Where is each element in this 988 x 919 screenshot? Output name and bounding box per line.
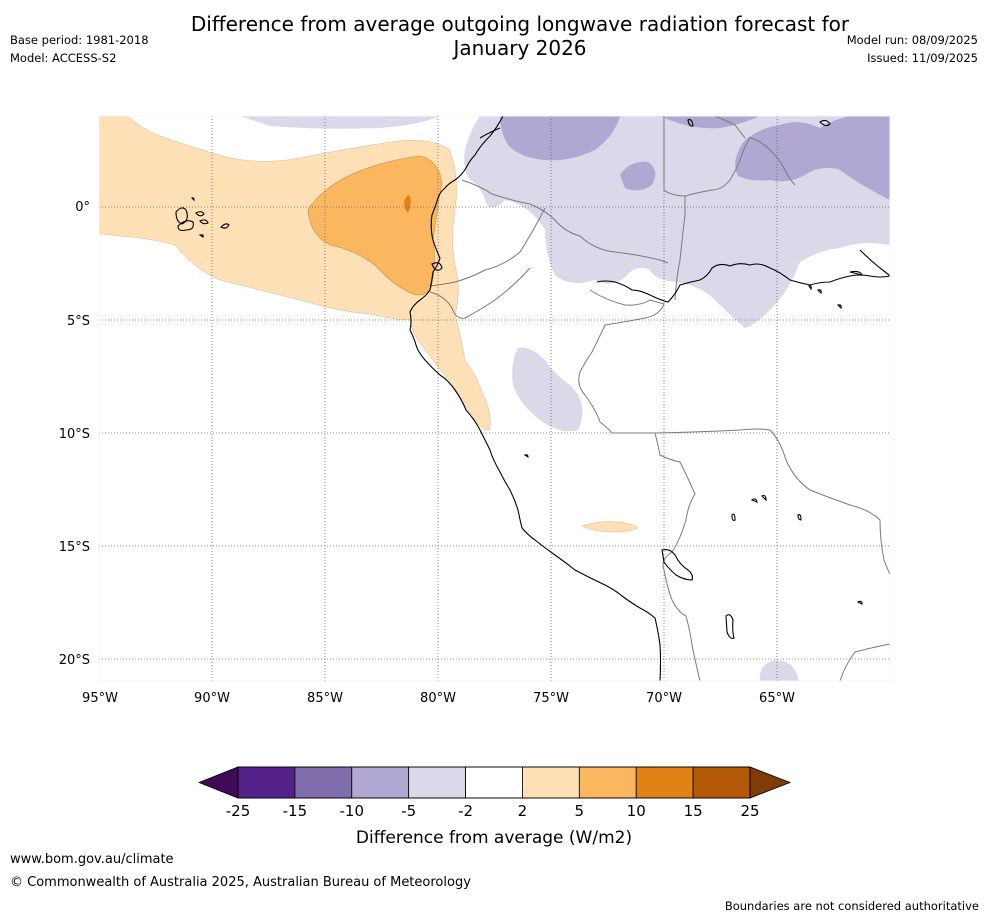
lon-label: 75°W (533, 691, 569, 706)
lat-label: 20°S (59, 653, 90, 668)
colorbar-tick-label: 5 (575, 802, 585, 820)
colorbar-title: Difference from average (W/m2) (356, 828, 632, 848)
map-area (99, 116, 890, 681)
positive-anomaly-medium (307, 155, 443, 296)
title-line-2: January 2026 (453, 36, 587, 60)
base-period: Base period: 1981-2018 (10, 33, 149, 47)
colorbar-swatch (408, 766, 466, 799)
meta-right: Model run: 08/09/2025 Issued: 11/09/2025 (847, 31, 978, 67)
coastlines (409, 116, 890, 681)
colorbar-tick-label: 25 (740, 802, 759, 820)
colorbar-swatch (522, 766, 580, 799)
colorbar-swatch (465, 766, 523, 799)
lon-label: 90°W (194, 691, 230, 706)
lon-label: 65°W (759, 691, 795, 706)
lon-label: 95°W (82, 691, 118, 706)
copyright-notice: © Commonwealth of Australia 2025, Austra… (10, 875, 471, 890)
islands-and-lakes (175, 119, 863, 639)
latitude-labels: 0° 5°S 10°S 15°S 20°S (59, 200, 90, 668)
colorbar-legend: -25 -15 -10 -5 -2 2 5 10 15 25 Difference from av… (197, 766, 792, 848)
issued-date: Issued: 11/09/2025 (867, 51, 978, 65)
lat-label: 0° (75, 200, 90, 215)
model-name: Model: ACCESS-S2 (10, 51, 117, 65)
model-run: Model run: 08/09/2025 (846, 33, 978, 47)
colorbar-swatch (351, 766, 410, 799)
colorbar-swatch (578, 766, 637, 799)
title-line-1: Difference from average outgoing longwav… (190, 12, 850, 36)
colorbar-tick-label: 15 (684, 802, 703, 820)
country-boundaries (429, 116, 890, 681)
lon-label: 80°W (420, 691, 456, 706)
negative-anomaly-medium (500, 116, 890, 200)
colorbar-tick-label: -25 (226, 802, 251, 820)
colorbar-swatch (635, 766, 694, 799)
map-title: Difference from average outgoing longwav… (150, 12, 890, 60)
lat-label: 15°S (59, 540, 90, 555)
colorbar-tick-label: -2 (458, 802, 473, 820)
colorbar-swatches (237, 766, 751, 799)
lon-label: 70°W (646, 691, 682, 706)
graticule (99, 116, 890, 681)
lon-label: 85°W (307, 691, 343, 706)
lat-label: 10°S (59, 427, 90, 442)
colorbar-swatch (294, 766, 353, 799)
colorbar-low-extension (197, 766, 239, 799)
lat-label: 5°S (67, 314, 90, 329)
positive-anomaly-strong (404, 195, 411, 213)
boundary-disclaimer: Boundaries are not considered authoritat… (724, 899, 979, 913)
colorbar-swatch (237, 766, 296, 799)
website-link[interactable]: www.bom.gov.au/climate (10, 852, 174, 867)
colorbar-tick-label: -5 (401, 802, 416, 820)
longitude-labels: 95°W 90°W 85°W 80°W 75°W 70°W 65°W (82, 691, 795, 706)
colorbar-tick-label: 10 (627, 802, 646, 820)
colorbar-high-extension (749, 766, 792, 799)
colorbar-tick-label: -15 (283, 802, 308, 820)
colorbar-tick-label: -10 (340, 802, 365, 820)
colorbar-swatch (692, 766, 751, 799)
colorbar-ticks: -25 -15 -10 -5 -2 2 5 10 15 25 (226, 802, 760, 820)
colorbar-tick-label: 2 (518, 802, 528, 820)
meta-left: Base period: 1981-2018 Model: ACCESS-S2 (10, 31, 149, 67)
